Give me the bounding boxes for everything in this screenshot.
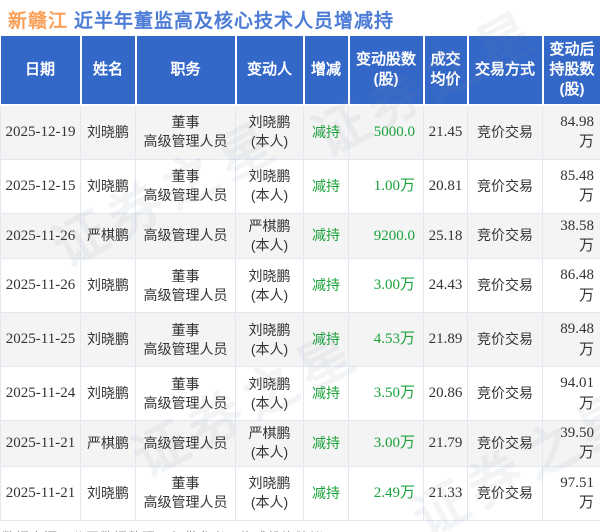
table-header-row: 日期 姓名 职务 变动人 增减 变动股数 (股) 成交 均价 交易方式 变动后 … (0, 36, 600, 106)
col-header-changer: 变动人 (235, 36, 305, 106)
col-header-position: 职务 (135, 36, 237, 106)
cell-changer: 刘晓鹏 (本人) (235, 366, 304, 421)
cell-price: 25.18 (423, 212, 468, 259)
cell-method: 竞价交易 (467, 258, 543, 313)
cell-changer: 刘晓鹏 (本人) (235, 465, 304, 521)
table-row: 2025-11-26 严棋鹏 高级管理人员 严棋鹏 (本人) 减持 9200.0 … (0, 212, 600, 259)
cell-direction: 减持 (303, 312, 349, 367)
cell-method: 竞价交易 (467, 212, 543, 259)
col-header-price: 成交 均价 (423, 36, 469, 106)
cell-position: 董事 高级管理人员 (135, 104, 236, 160)
cell-shares: 2.49万 (348, 465, 424, 521)
cell-after: 85.48万 (542, 158, 600, 214)
cell-after: 39.50万 (542, 420, 600, 467)
cell-changer: 刘晓鹏 (本人) (235, 104, 304, 160)
cell-date: 2025-11-26 (0, 212, 81, 259)
cell-changer: 刘晓鹏 (本人) (235, 158, 304, 214)
cell-direction: 减持 (303, 158, 349, 214)
cell-position: 董事 高级管理人员 (135, 258, 236, 313)
cell-method: 竞价交易 (467, 465, 543, 521)
cell-shares: 3.00万 (348, 258, 424, 313)
cell-price: 24.43 (423, 258, 468, 313)
cell-price: 21.79 (423, 420, 468, 467)
cell-after: 97.51万 (542, 465, 600, 521)
cell-date: 2025-11-26 (0, 258, 81, 313)
cell-name: 刘晓鹏 (80, 312, 136, 367)
table-row: 2025-11-24 刘晓鹏 董事 高级管理人员 刘晓鹏 (本人) 减持 3.50万… (0, 366, 600, 421)
cell-name: 刘晓鹏 (80, 258, 136, 313)
cell-after: 38.58万 (542, 212, 600, 259)
cell-date: 2025-11-21 (0, 420, 81, 467)
cell-position: 高级管理人员 (135, 420, 236, 467)
table-row: 2025-11-26 刘晓鹏 董事 高级管理人员 刘晓鹏 (本人) 减持 3.00万… (0, 258, 600, 313)
cell-name: 刘晓鹏 (80, 366, 136, 421)
cell-price: 21.45 (423, 104, 468, 160)
cell-shares: 3.50万 (348, 366, 424, 421)
holding-change-table: 日期 姓名 职务 变动人 增减 变动股数 (股) 成交 均价 交易方式 变动后 … (0, 36, 600, 521)
cell-direction: 减持 (303, 465, 349, 521)
cell-shares: 9200.0 (348, 212, 424, 259)
cell-changer: 严棋鹏 (本人) (235, 212, 304, 259)
cell-direction: 减持 (303, 104, 349, 160)
cell-method: 竞价交易 (467, 312, 543, 367)
cell-position: 董事 高级管理人员 (135, 366, 236, 421)
source-note: 数据来源：公开数据整理，仅供参考不构成投资建议 (0, 521, 600, 532)
cell-direction: 减持 (303, 366, 349, 421)
cell-method: 竞价交易 (467, 158, 543, 214)
col-header-after: 变动后 持股数 (股) (542, 36, 600, 106)
cell-name: 刘晓鹏 (80, 465, 136, 521)
cell-price: 20.81 (423, 158, 468, 214)
cell-direction: 减持 (303, 420, 349, 467)
cell-method: 竞价交易 (467, 104, 543, 160)
cell-shares: 4.53万 (348, 312, 424, 367)
title-text: 近半年董监高及核心技术人员增减持 (74, 11, 395, 32)
table-row: 2025-12-15 刘晓鹏 董事 高级管理人员 刘晓鹏 (本人) 减持 1.00万… (0, 158, 600, 214)
cell-shares: 1.00万 (348, 158, 424, 214)
cell-after: 86.48万 (542, 258, 600, 313)
col-header-name: 姓名 (80, 36, 137, 106)
cell-method: 竞价交易 (467, 420, 543, 467)
cell-date: 2025-11-24 (0, 366, 81, 421)
cell-after: 94.01万 (542, 366, 600, 421)
cell-date: 2025-11-21 (0, 465, 81, 521)
cell-after: 84.98万 (542, 104, 600, 160)
table-row: 2025-12-19 刘晓鹏 董事 高级管理人员 刘晓鹏 (本人) 减持 5000.… (0, 104, 600, 160)
cell-position: 董事 高级管理人员 (135, 465, 236, 521)
col-header-shares: 变动股数 (股) (348, 36, 425, 106)
cell-changer: 刘晓鹏 (本人) (235, 312, 304, 367)
page-title: 新赣江 近半年董监高及核心技术人员增减持 (0, 0, 600, 36)
cell-date: 2025-12-15 (0, 158, 81, 214)
cell-shares: 5000.0 (348, 104, 424, 160)
cell-price: 21.89 (423, 312, 468, 367)
cell-date: 2025-11-25 (0, 312, 81, 367)
table-row: 2025-11-21 严棋鹏 高级管理人员 严棋鹏 (本人) 减持 3.00万 2… (0, 420, 600, 467)
cell-name: 严棋鹏 (80, 212, 136, 259)
cell-method: 竞价交易 (467, 366, 543, 421)
cell-name: 严棋鹏 (80, 420, 136, 467)
table-row: 2025-11-21 刘晓鹏 董事 高级管理人员 刘晓鹏 (本人) 减持 2.49万… (0, 465, 600, 521)
col-header-method: 交易方式 (467, 36, 544, 106)
cell-name: 刘晓鹏 (80, 104, 136, 160)
cell-direction: 减持 (303, 258, 349, 313)
table-row: 2025-11-25 刘晓鹏 董事 高级管理人员 刘晓鹏 (本人) 减持 4.53万… (0, 312, 600, 367)
cell-date: 2025-12-19 (0, 104, 81, 160)
cell-position: 高级管理人员 (135, 212, 236, 259)
cell-price: 21.33 (423, 465, 468, 521)
cell-direction: 减持 (303, 212, 349, 259)
col-header-direction: 增减 (303, 36, 350, 106)
cell-after: 89.48万 (542, 312, 600, 367)
stock-name: 新赣江 (8, 11, 69, 32)
cell-name: 刘晓鹏 (80, 158, 136, 214)
col-header-date: 日期 (0, 36, 82, 106)
cell-price: 20.86 (423, 366, 468, 421)
cell-changer: 刘晓鹏 (本人) (235, 258, 304, 313)
cell-position: 董事 高级管理人员 (135, 158, 236, 214)
cell-position: 董事 高级管理人员 (135, 312, 236, 367)
cell-shares: 3.00万 (348, 420, 424, 467)
cell-changer: 严棋鹏 (本人) (235, 420, 304, 467)
